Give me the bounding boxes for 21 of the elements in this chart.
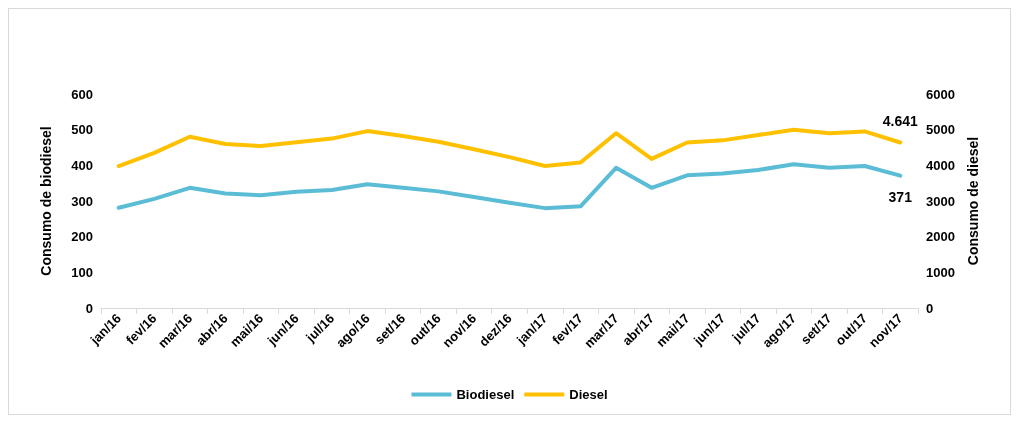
legend-label: Diesel <box>569 387 608 402</box>
y2-tick-label: 2000 <box>926 229 955 245</box>
y-tick-label: 200 <box>71 229 93 245</box>
y2-axis-title: Consumo de diesel <box>965 136 981 266</box>
data-label: 371 <box>888 188 913 205</box>
y2-tick-label: 6000 <box>926 86 955 102</box>
line-series <box>116 127 903 169</box>
y-tick-label: 600 <box>71 86 93 102</box>
y-tick-label: 400 <box>71 157 93 173</box>
y-tick-label: 100 <box>71 264 93 280</box>
y-axis-title: Consumo de biodiesel <box>38 126 54 276</box>
y2-tick-label: 5000 <box>926 122 955 138</box>
data-label: 4.641 <box>882 113 918 130</box>
y2-tick-label: 1000 <box>926 264 955 280</box>
y-tick-label: 300 <box>71 193 93 209</box>
legend-label: Biodiesel <box>456 387 515 402</box>
y-tick-label: 0 <box>85 300 93 316</box>
y2-tick-label: 4000 <box>926 157 955 173</box>
y2-tick-label: 0 <box>926 300 934 316</box>
y2-tick-label: 3000 <box>926 193 955 209</box>
y-tick-label: 500 <box>71 122 93 138</box>
